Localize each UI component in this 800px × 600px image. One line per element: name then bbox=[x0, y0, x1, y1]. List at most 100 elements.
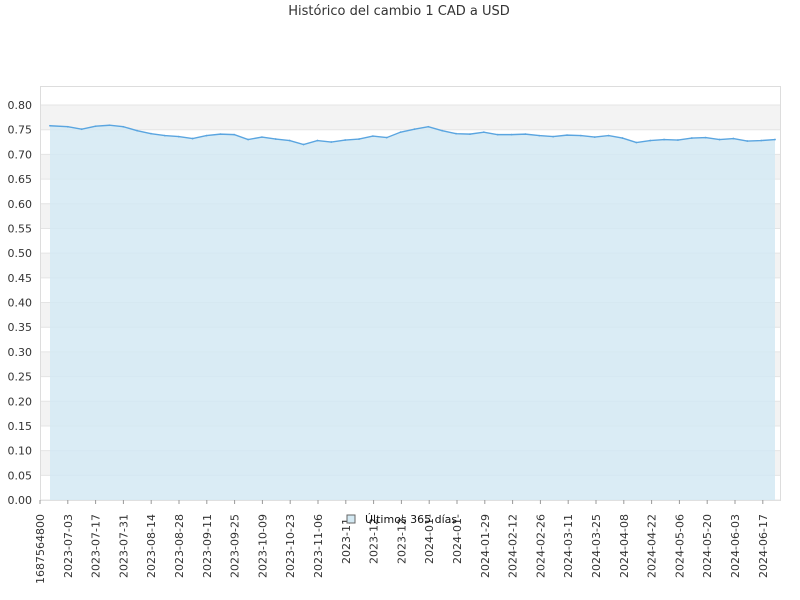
y-tick-label: 0.65 bbox=[8, 173, 33, 186]
data-point bbox=[108, 124, 111, 127]
data-point bbox=[371, 135, 374, 138]
y-tick-label: 0.75 bbox=[8, 124, 33, 137]
x-tick-label: 2024-02-26 bbox=[534, 514, 547, 578]
data-point bbox=[677, 139, 679, 141]
data-point bbox=[330, 141, 333, 143]
data-point bbox=[261, 136, 263, 138]
data-point bbox=[66, 125, 69, 128]
data-point bbox=[732, 137, 735, 140]
series-area bbox=[49, 124, 776, 501]
data-point bbox=[288, 139, 291, 142]
x-tick-label: 2023-08-28 bbox=[173, 514, 186, 578]
legend-label-ultimos-365-dias[interactable]: Últimos 365 días bbox=[365, 513, 457, 526]
y-tick-label: 0.00 bbox=[8, 494, 33, 507]
data-point bbox=[496, 133, 499, 136]
x-tick-label: 2024-01- bbox=[451, 514, 464, 564]
data-point bbox=[358, 138, 360, 140]
y-tick-label: 0.20 bbox=[8, 395, 33, 408]
y-tick-label: 0.40 bbox=[8, 297, 33, 310]
data-point bbox=[247, 138, 249, 141]
data-point bbox=[607, 134, 610, 137]
data-point bbox=[469, 133, 471, 136]
x-tick-label: 2024-06-03 bbox=[729, 514, 742, 578]
y-tick-label: 0.60 bbox=[8, 198, 33, 211]
data-point bbox=[552, 135, 555, 138]
data-point bbox=[663, 138, 665, 141]
x-tick-label: 2024-05-20 bbox=[701, 514, 714, 578]
x-tick-label: 1687564800 bbox=[34, 514, 47, 584]
data-point bbox=[538, 134, 541, 137]
data-point bbox=[80, 128, 83, 131]
y-tick-label: 0.55 bbox=[8, 222, 33, 235]
data-point bbox=[94, 125, 97, 128]
data-point bbox=[274, 138, 277, 140]
data-point bbox=[455, 132, 457, 135]
series-area-fill bbox=[50, 125, 775, 501]
x-tick-label: 2023-12- bbox=[368, 514, 381, 564]
y-tick-label: 0.25 bbox=[8, 371, 33, 384]
x-tick-label: 2023-07-03 bbox=[62, 514, 75, 578]
x-tick-label: 2024-03-11 bbox=[562, 514, 575, 578]
data-point bbox=[635, 141, 638, 144]
data-point bbox=[177, 135, 180, 138]
data-point bbox=[191, 137, 194, 140]
y-tick-label: 0.70 bbox=[8, 148, 33, 161]
data-point bbox=[316, 139, 319, 142]
data-point bbox=[205, 134, 208, 137]
x-tick-label: 2023-09-25 bbox=[229, 514, 242, 578]
data-point bbox=[566, 134, 568, 137]
x-tick-label: 2023-08-14 bbox=[145, 514, 158, 578]
data-point bbox=[150, 132, 152, 135]
x-tick-label: 2024-06-17 bbox=[757, 514, 770, 578]
y-axis-ticks: 0.00 0.05 0.10 0.15 0.20 0.25 0.30 0.35 0.40 0.45… bbox=[8, 99, 33, 507]
y-tick-label: 0.10 bbox=[8, 445, 33, 458]
y-tick-label: 0.30 bbox=[8, 346, 33, 359]
x-tick-label: 2023-09-11 bbox=[201, 514, 214, 578]
legend-swatch[interactable] bbox=[346, 514, 356, 524]
x-tick-label: 2024-04-08 bbox=[618, 514, 631, 578]
x-tick-label: 2024-01-29 bbox=[479, 514, 492, 578]
data-point bbox=[413, 128, 416, 131]
data-point bbox=[593, 136, 596, 138]
data-point bbox=[704, 136, 707, 139]
y-tick-label: 0.35 bbox=[8, 321, 33, 334]
data-point bbox=[302, 143, 305, 146]
x-tick-label: 2023-10-23 bbox=[284, 514, 297, 578]
y-tick-label: 0.45 bbox=[8, 272, 33, 285]
data-point bbox=[344, 139, 347, 141]
y-tick-label: 0.15 bbox=[8, 420, 33, 433]
data-point bbox=[49, 124, 51, 127]
data-point bbox=[122, 125, 125, 128]
data-point bbox=[233, 133, 236, 136]
data-point bbox=[774, 138, 776, 141]
x-tick-label: 2024-04-22 bbox=[646, 514, 659, 578]
chart-title: Histórico del cambio 1 CAD a USD bbox=[288, 4, 510, 19]
data-point bbox=[649, 139, 652, 142]
data-point bbox=[482, 131, 485, 134]
x-tick-label: 2023-07-31 bbox=[117, 514, 130, 578]
x-tick-label: 2024-02-12 bbox=[507, 514, 520, 578]
data-point bbox=[746, 140, 749, 142]
data-point bbox=[385, 136, 388, 139]
x-axis-ticks: 1687564800 2023-07-03 2023-07-17 2023-07-31… bbox=[34, 500, 770, 584]
y-tick-label: 0.80 bbox=[8, 99, 33, 112]
data-point bbox=[399, 131, 402, 134]
data-point bbox=[163, 134, 166, 137]
x-tick-label: 2023-12- bbox=[395, 514, 408, 564]
data-point bbox=[760, 139, 763, 142]
data-point bbox=[136, 129, 139, 132]
y-tick-label: 0.50 bbox=[8, 247, 33, 260]
data-point bbox=[427, 125, 430, 128]
data-point bbox=[718, 138, 721, 141]
y-tick-label: 0.05 bbox=[8, 469, 33, 482]
x-tick-label: 2024-05-06 bbox=[673, 514, 686, 578]
legend[interactable]: Últimos 365 días bbox=[346, 513, 457, 526]
data-point bbox=[621, 137, 624, 139]
x-tick-label: 2024-03-25 bbox=[590, 514, 603, 578]
data-point bbox=[690, 137, 693, 139]
data-point bbox=[579, 134, 582, 137]
x-tick-label: 2023-11-06 bbox=[312, 514, 325, 578]
grid-band bbox=[41, 105, 780, 130]
x-tick-label: 2023-11- bbox=[340, 514, 353, 564]
